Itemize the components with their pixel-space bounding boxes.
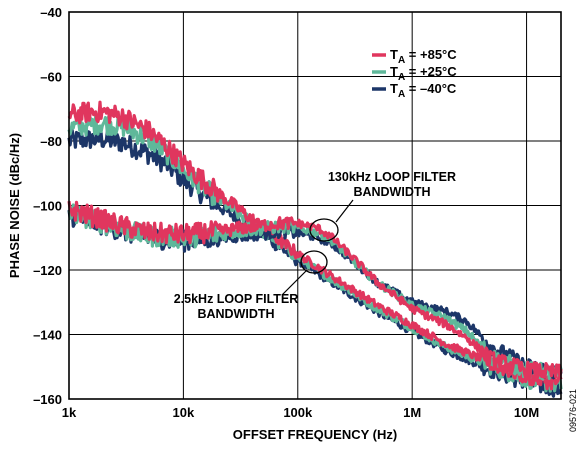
y-axis-ticks: –40 –60 –80 –100 –120 –140 –160 (33, 5, 62, 407)
legend-entry: TA = +85°C (390, 47, 457, 66)
y-tick-label: –120 (33, 263, 62, 278)
annotation-130k-line-1: 130kHz LOOP FILTER (328, 170, 456, 184)
legend-entry: TA = +25°C (390, 64, 457, 83)
annotations: 130kHz LOOP FILTER BANDWIDTH 2.5kHz LOOP… (174, 170, 456, 321)
plot-frame (68, 11, 562, 400)
y-tick-label: –160 (33, 392, 62, 407)
figure-id: 09576-021 (568, 389, 578, 432)
y-tick-label: –40 (40, 5, 62, 20)
x-tick-label: 100k (283, 405, 313, 420)
series-line (67, 113, 563, 393)
legend-entry: TA = –40°C (390, 81, 457, 100)
x-tick-label: 1M (403, 405, 421, 420)
y-tick-label: –80 (40, 134, 62, 149)
x-axis-title: OFFSET FREQUENCY (Hz) (233, 427, 397, 442)
y-axis-title: PHASE NOISE (dBc/Hz) (7, 133, 22, 278)
annotation-130k-leader (335, 199, 354, 223)
annotation-2-5k-circle (300, 250, 328, 274)
series-line (67, 200, 563, 380)
y-tick-label: –100 (33, 199, 62, 214)
annotation-130k-line-2: BANDWIDTH (353, 185, 430, 199)
y-tick-label: –60 (40, 70, 62, 85)
annotation-2-5k-line-2: BANDWIDTH (197, 307, 274, 321)
x-tick-label: 10M (514, 405, 539, 420)
annotation-2-5k-line-1: 2.5kHz LOOP FILTER (174, 292, 299, 306)
annotation-2-5k-leader (281, 270, 307, 296)
annotation-130k-circle (309, 218, 339, 242)
x-tick-label: 1k (62, 405, 77, 420)
x-tick-label: 10k (173, 405, 195, 420)
series-line (67, 100, 563, 391)
legend: TA = +85°CTA = +25°CTA = –40°C (372, 47, 457, 100)
x-axis-ticks: 1k 10k 100k 1M 10M (62, 405, 539, 420)
y-tick-label: –140 (33, 328, 62, 343)
